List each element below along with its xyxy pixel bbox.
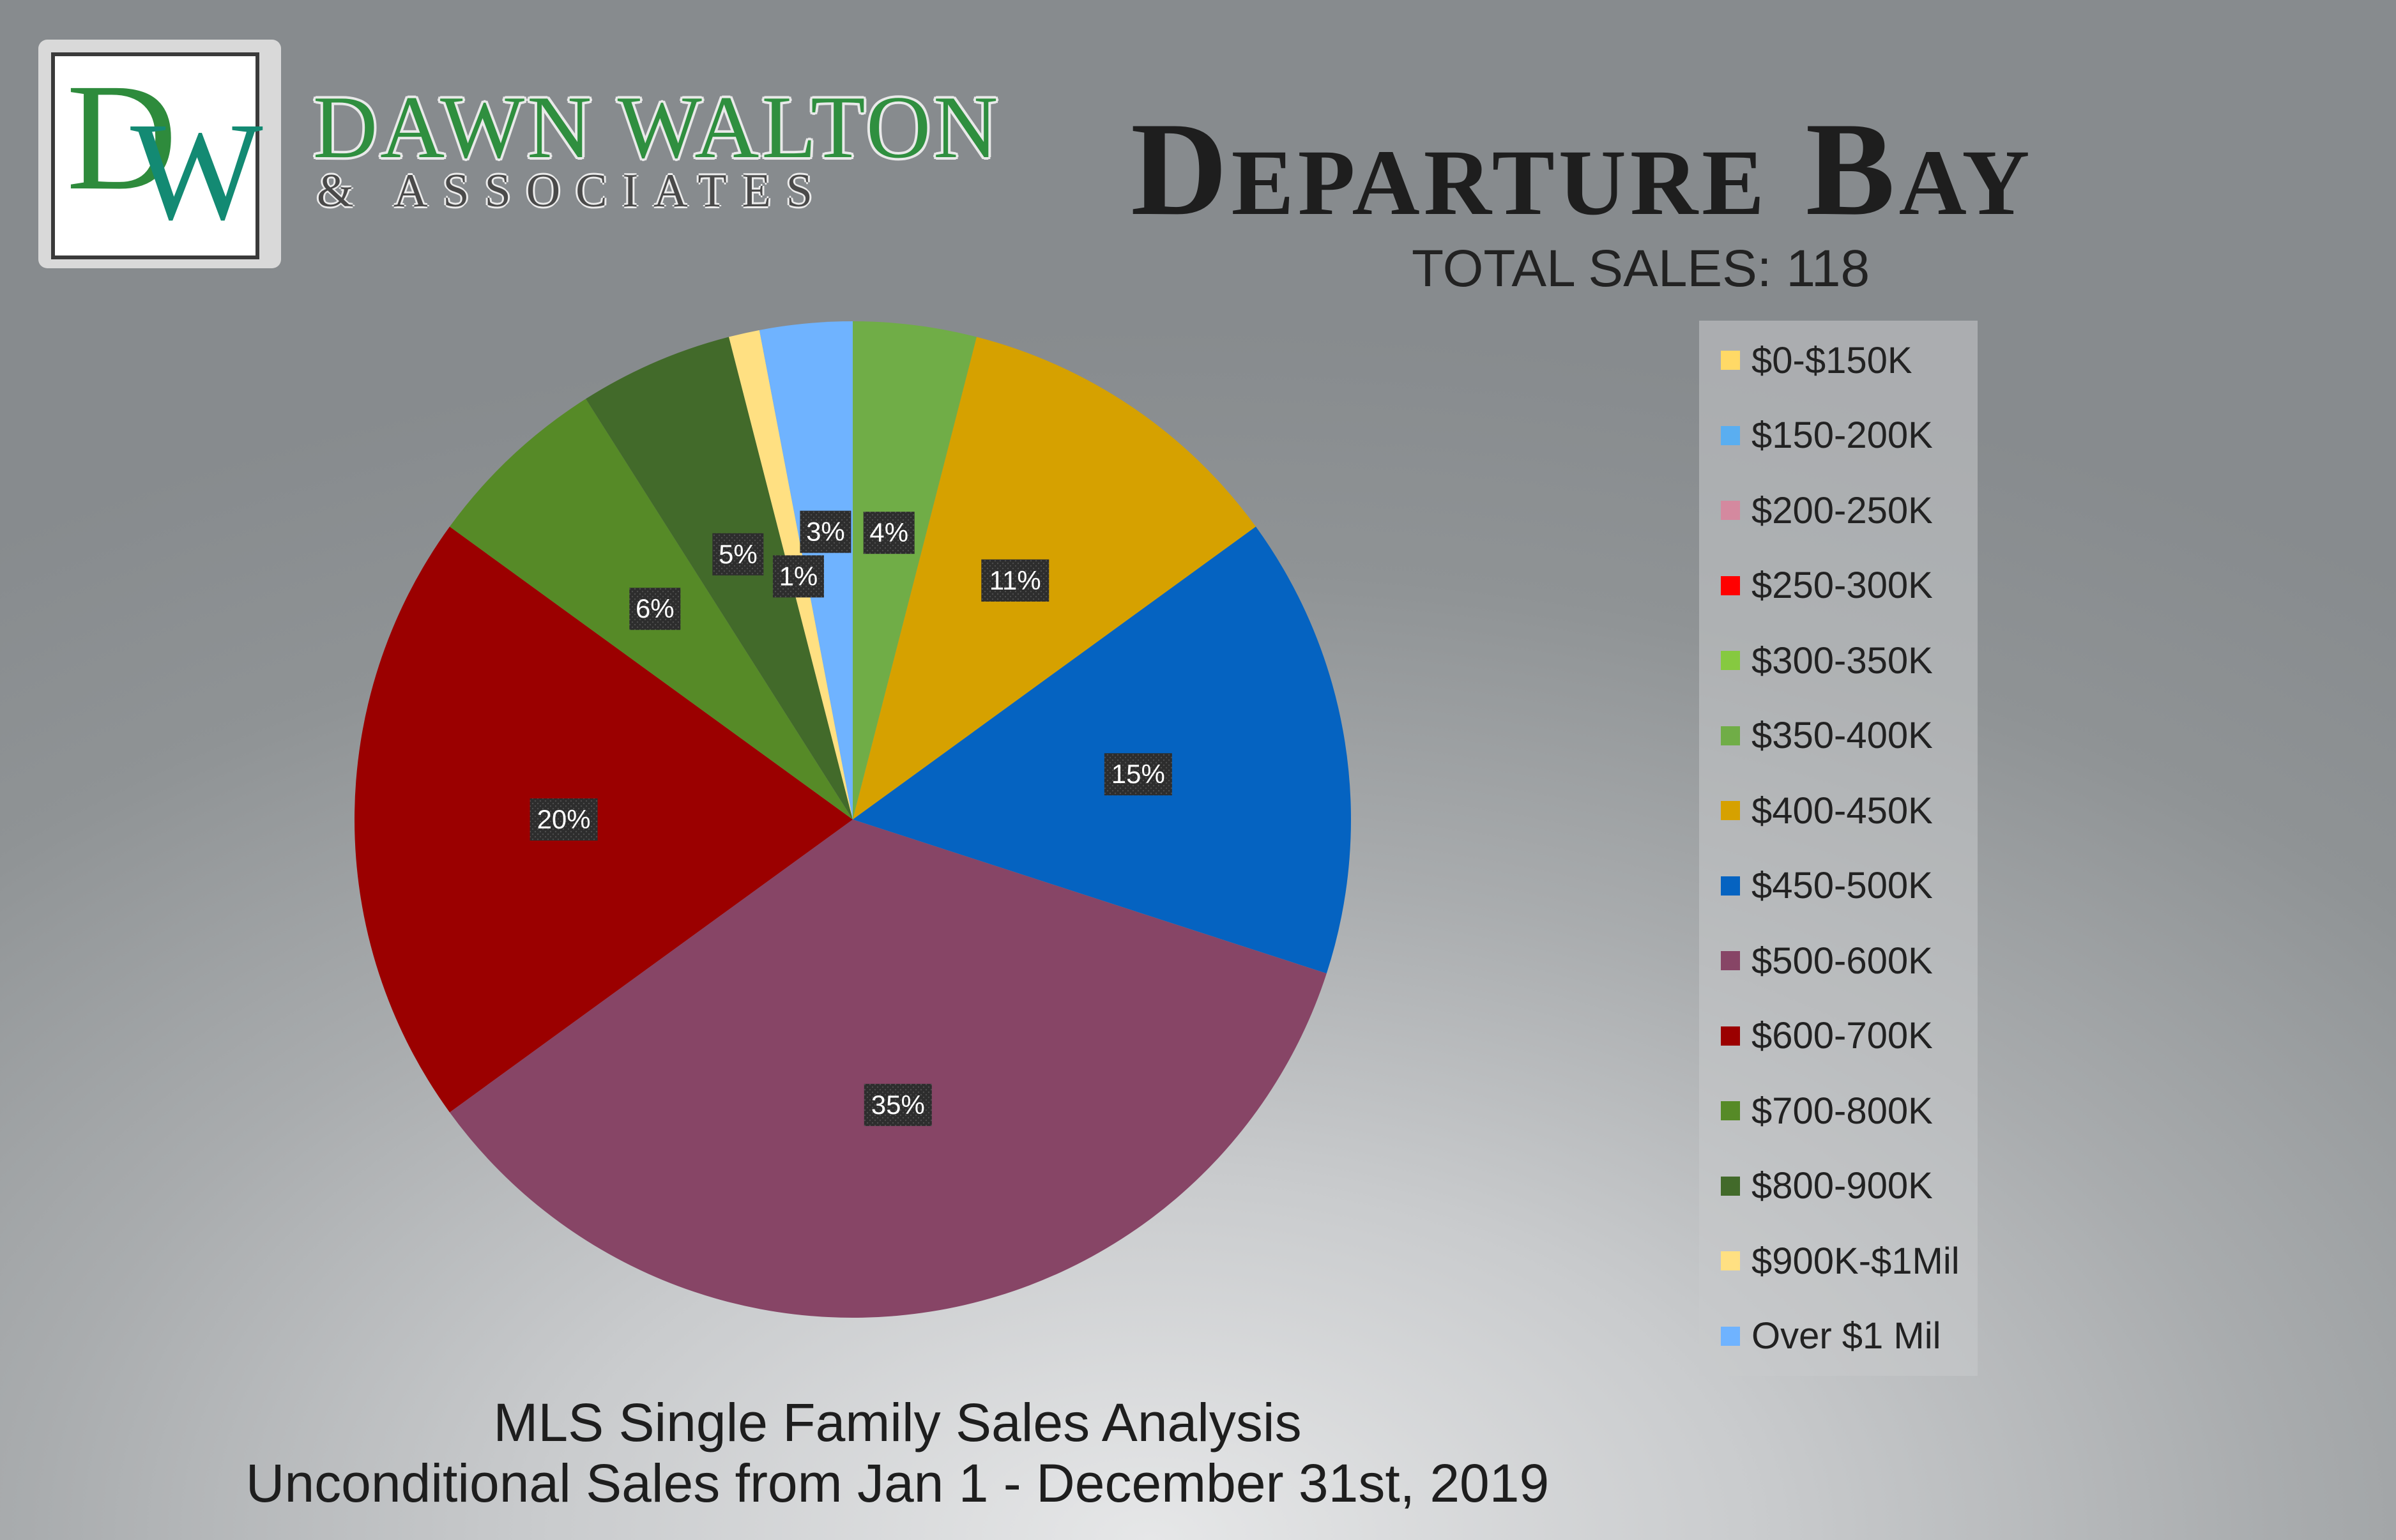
legend-label: $500-600K (1751, 940, 1933, 982)
pie-data-labels: 4% 11% 15% 35% 20% 6% 5% 1% 3% (530, 510, 1172, 1126)
data-label-400-450k: 11% (989, 565, 1041, 595)
data-label-box-450-500k (1104, 753, 1172, 796)
legend-item-500-600k: $500-600K (1721, 940, 1933, 982)
data-label-800-900k: 5% (719, 539, 758, 569)
legend-label: $300-350K (1751, 639, 1933, 682)
legend-swatch (1721, 801, 1740, 820)
data-label-600-700k: 20% (537, 804, 591, 834)
legend-label: $0-$150K (1751, 339, 1912, 381)
legend-item-800-900k: $800-900K (1721, 1165, 1933, 1207)
pie-slice-500-600k (449, 820, 1327, 1318)
data-label-500-600k: 35% (871, 1090, 925, 1120)
legend-swatch (1721, 651, 1740, 670)
data-label-box-350-400k (863, 512, 915, 554)
data-label-box-600-700k (530, 798, 598, 841)
legend-label: $150-200K (1751, 415, 1933, 456)
legend-item-700-800k: $700-800K (1721, 1090, 1933, 1132)
page-title: Departure Bay (1131, 95, 2034, 243)
legend-swatch (1721, 576, 1740, 595)
legend-swatch (1721, 425, 1740, 445)
legend-item-900k-1mil: $900K-$1Mil (1721, 1240, 1960, 1282)
data-label-box-900k-1mil (772, 555, 824, 598)
data-label-900k-1mil: 1% (779, 561, 818, 591)
pie-slices (355, 321, 1351, 1318)
legend-swatch (1721, 1326, 1740, 1346)
footer-title: MLS Single Family Sales Analysis (493, 1392, 1302, 1452)
legend-label: $200-250K (1751, 489, 1933, 531)
legend-item-600-700k: $600-700K (1721, 1015, 1933, 1056)
pie-slice-400-450k (853, 337, 1256, 820)
footer-date-range: Unconditional Sales from Jan 1 - Decembe… (245, 1453, 1550, 1513)
pie-slice-350-400k (853, 321, 977, 820)
legend-label: $350-400K (1751, 715, 1933, 756)
brand-name: DAWN WALTON (313, 78, 1001, 177)
pie-slice-800-900k (586, 337, 853, 820)
legend-item-200-250k: $200-250K (1721, 489, 1933, 531)
legend-label: $250-300K (1751, 565, 1933, 606)
legend-swatch (1721, 726, 1740, 745)
legend-swatch (1721, 501, 1740, 520)
legend-label: $700-800K (1751, 1090, 1933, 1132)
legend-item-450-500k: $450-500K (1721, 865, 1933, 906)
legend-swatch (1721, 876, 1740, 896)
legend-label: Over $1 Mil (1751, 1315, 1941, 1357)
legend-swatch (1721, 1176, 1740, 1196)
legend-swatch (1721, 1026, 1740, 1046)
logo-letter-w: W (130, 93, 263, 249)
legend-swatch (1721, 351, 1740, 370)
data-label-box-500-600k (864, 1083, 932, 1126)
data-label-box-400-450k (981, 559, 1049, 602)
legend-label: $400-450K (1751, 789, 1933, 832)
legend-swatch (1721, 1251, 1740, 1270)
legend-swatch (1721, 1101, 1740, 1120)
legend-label: $900K-$1Mil (1751, 1240, 1960, 1282)
legend-item-300-350k: $300-350K (1721, 639, 1933, 682)
data-label-700-800k: 6% (636, 593, 675, 623)
data-label-box-700-800k (629, 588, 681, 630)
chart-legend: $0-$150K $150-200K $200-250K $250-300K $300-… (1699, 321, 1978, 1376)
legend-item-250-300k: $250-300K (1721, 565, 1933, 606)
legend-label: $450-500K (1751, 865, 1933, 906)
brand-logo: D W (38, 40, 281, 268)
legend-item-400-450k: $400-450K (1721, 789, 1933, 832)
legend-item-0-150k: $0-$150K (1721, 339, 1912, 381)
data-label-box-over-1-mil (800, 510, 851, 553)
data-label-450-500k: 15% (1111, 759, 1165, 789)
pie-slice-600-700k (355, 526, 853, 1113)
pie-slice-450-500k (853, 526, 1351, 974)
brand-subtitle: & ASSOCIATES (317, 165, 828, 217)
logo-frame: D W (51, 52, 263, 259)
legend-item-150-200k: $150-200K (1721, 415, 1933, 456)
legend-label: $800-900K (1751, 1165, 1933, 1207)
total-sales: TOTAL SALES: 118 (1412, 240, 1870, 298)
legend-item-350-400k: $350-400K (1721, 715, 1933, 756)
legend-label: $600-700K (1751, 1015, 1933, 1056)
data-label-over-1-mil: 3% (806, 517, 845, 547)
data-label-350-400k: 4% (869, 517, 908, 547)
legend-swatch (1721, 951, 1740, 970)
logo-letter-d: D (66, 52, 178, 222)
legend-item-over-1-mil: Over $1 Mil (1721, 1315, 1941, 1357)
data-label-box-800-900k (712, 533, 764, 576)
